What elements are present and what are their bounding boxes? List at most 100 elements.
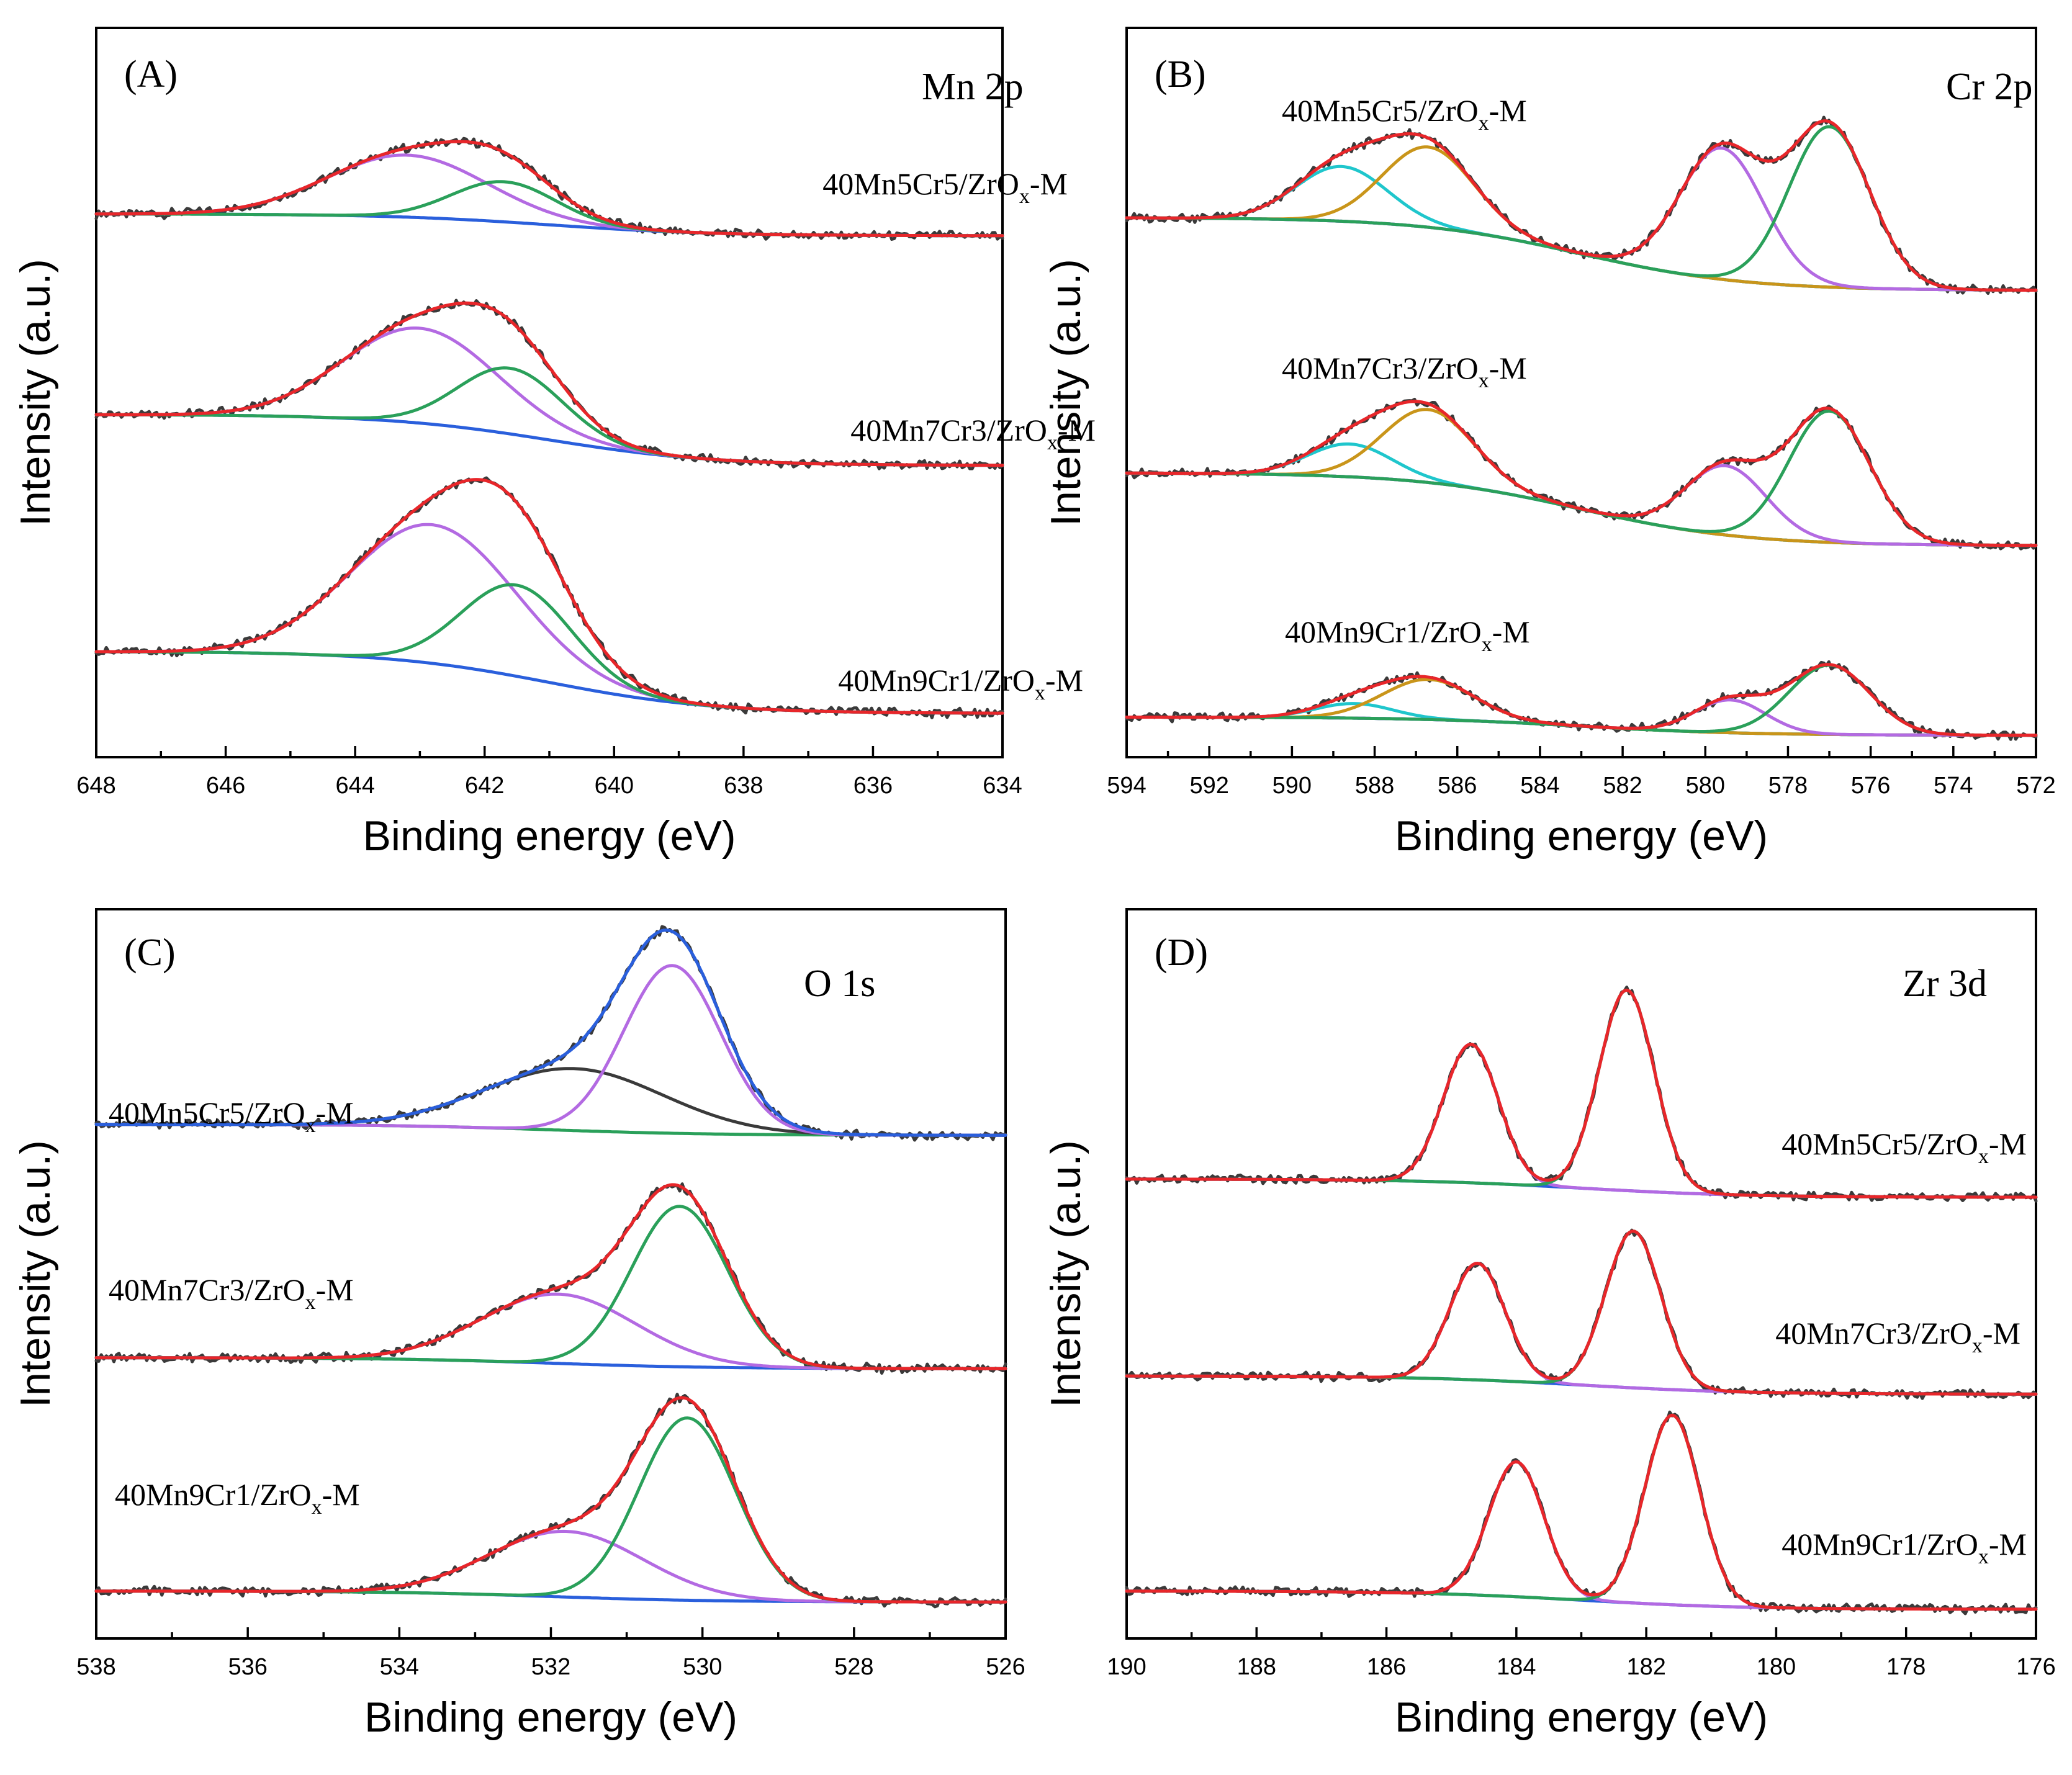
- panel-d-sample1-component-1-line: [1125, 1043, 2038, 1199]
- panel-d-xtick-label: 178: [1886, 1654, 1926, 1680]
- panel-c-xtick-label: 534: [380, 1654, 419, 1680]
- panel-c-xtick-label: 536: [228, 1654, 267, 1680]
- panel-b-sample2-component-2-line: [1125, 408, 2038, 547]
- panel-a-sample1-label-sub: x: [1019, 185, 1030, 208]
- panel-d-sample1-label: 40Mn5Cr5/ZrOx-M: [1781, 1126, 2027, 1168]
- panel-b-sample2-label-main: 40Mn7Cr3/ZrO: [1282, 351, 1479, 385]
- panel-c-xtick-label: 526: [986, 1654, 1025, 1680]
- panel-d-sample3-label-main: 40Mn9Cr1/ZrO: [1781, 1527, 1978, 1562]
- panel-d-sample-labels: 40Mn5Cr5/ZrOx-M40Mn7Cr3/ZrOx-M40Mn9Cr1/Z…: [1775, 1126, 2027, 1568]
- panel-d-xtick-label: 184: [1497, 1654, 1536, 1680]
- panel-b-sample2-component-4-line: [1125, 409, 2038, 547]
- panel-a-xtick-label: 646: [206, 773, 245, 799]
- panel-a-sample2-label-main: 40Mn7Cr3/ZrO: [850, 413, 1047, 447]
- panel-a-title: Mn 2p: [922, 66, 1024, 108]
- panel-a-xtick-label: 644: [335, 773, 374, 799]
- panel-b-sample1-label-main: 40Mn5Cr5/ZrO: [1282, 93, 1479, 128]
- panel-b-sample2-component-1-line: [1125, 442, 2038, 547]
- panel-d-sample2-label-main: 40Mn7Cr3/ZrO: [1775, 1316, 1972, 1350]
- panel-a-xtick-label: 642: [465, 773, 504, 799]
- panel-b-xtick-label: 584: [1520, 773, 1559, 799]
- panel-a-mn2p: 648 646 644 642 640 638 636 634 (A) Mn 2p Bindi…: [12, 27, 1096, 860]
- panel-a-sample1-label-main: 40Mn5Cr5/ZrO: [822, 166, 1019, 201]
- panel-b-ylabel: Intensity (a.u.): [1042, 259, 1089, 526]
- panel-d-sample1-envelope-line: [1125, 988, 2038, 1199]
- panel-b-xtick-label: 574: [1934, 773, 1973, 799]
- panel-b-sample2-label-tail: -M: [1489, 351, 1527, 385]
- panel-b-xtick-label: 582: [1603, 773, 1642, 799]
- panel-c-xtick-label: 538: [76, 1654, 115, 1680]
- panel-a-sample3-label-main: 40Mn9Cr1/ZrO: [838, 663, 1035, 698]
- panel-d-label: (D): [1155, 932, 1208, 974]
- panel-d-xtick-label: 176: [2016, 1654, 2055, 1680]
- panel-b-sample3-label: 40Mn9Cr1/ZrOx-M: [1285, 614, 1530, 656]
- panel-b-xtick-label: 578: [1768, 773, 1808, 799]
- panel-a-sample2-label: 40Mn7Cr3/ZrOx-M: [850, 413, 1096, 454]
- panel-a-sample3-label-tail: -M: [1045, 663, 1083, 698]
- panel-d-sample2-component-2-line: [1125, 1229, 2038, 1396]
- panel-c-sample1-label-main: 40Mn5Cr5/ZrO: [109, 1095, 305, 1130]
- panel-c-sample1-raw-data-line: [94, 925, 1007, 1142]
- panel-c-sample3-label: 40Mn9Cr1/ZrOx-M: [115, 1477, 360, 1519]
- panel-b-sample2-label-sub: x: [1479, 369, 1489, 392]
- panel-c-xtick-label: 530: [683, 1654, 722, 1680]
- panel-b-sample1-label: 40Mn5Cr5/ZrOx-M: [1282, 93, 1527, 135]
- panel-d-sample3-label: 40Mn9Cr1/ZrOx-M: [1781, 1527, 2027, 1568]
- panel-a-xtick-label: 634: [983, 773, 1022, 799]
- panel-b-xlabel: Binding energy (eV): [1395, 812, 1768, 860]
- panel-a-sample2-label-sub: x: [1047, 431, 1058, 454]
- panel-a-sample1-label: 40Mn5Cr5/ZrOx-M: [822, 166, 1068, 208]
- panel-b-sample1-label-tail: -M: [1489, 93, 1527, 128]
- panel-d-ticks: 190 188 186 184 182 180 178 176: [1107, 1627, 2056, 1680]
- panel-d-sample3-raw-data-line: [1125, 1410, 2038, 1615]
- panel-a-sample3-label-sub: x: [1035, 681, 1045, 704]
- panel-c-title: O 1s: [804, 963, 875, 1005]
- panel-d-curves: [1125, 986, 2038, 1615]
- panel-a-sample1-label-tail: -M: [1030, 166, 1068, 201]
- panel-c-sample2-label-tail: -M: [316, 1272, 354, 1307]
- panel-a-ylabel: Intensity (a.u.): [12, 259, 59, 526]
- panel-a-xtick-label: 648: [76, 773, 115, 799]
- panel-d-sample1-component-2-line: [1125, 988, 2038, 1199]
- panel-c-label: (C): [124, 932, 176, 974]
- panel-b-xtick-label: 572: [2016, 773, 2055, 799]
- panel-d-sample3-label-sub: x: [1978, 1545, 1989, 1568]
- panel-b-xtick-label: 590: [1272, 773, 1312, 799]
- panel-c-sample-labels: 40Mn5Cr5/ZrOx-M40Mn7Cr3/ZrOx-M40Mn9Cr1/Z…: [109, 1095, 360, 1519]
- panel-c-sample3-envelope-line: [94, 1396, 1007, 1604]
- panel-d-ylabel: Intensity (a.u.): [1042, 1140, 1089, 1408]
- panel-d-sample3-component-2-line: [1125, 1413, 2038, 1611]
- panel-c-xtick-label: 532: [531, 1654, 570, 1680]
- panel-c-sample2-envelope-line: [94, 1183, 1007, 1370]
- panel-a-xtick-label: 640: [595, 773, 634, 799]
- panel-d-sample2-envelope-line: [1125, 1229, 2038, 1396]
- panel-b-sample3-label-tail: -M: [1492, 614, 1530, 649]
- panel-c-sample1-label-tail: -M: [316, 1095, 354, 1130]
- panel-d-xtick-label: 186: [1367, 1654, 1406, 1680]
- panel-d-sample3-envelope-line: [1125, 1413, 2038, 1611]
- panel-b-sample3-envelope-line: [1125, 663, 2038, 737]
- panel-b-xtick-label: 592: [1189, 773, 1228, 799]
- panel-c-sample2-label-main: 40Mn7Cr3/ZrO: [109, 1272, 305, 1307]
- panel-c-sample3-label-tail: -M: [322, 1477, 360, 1512]
- panel-d-xtick-label: 180: [1757, 1654, 1796, 1680]
- panel-c-sample2-label: 40Mn7Cr3/ZrOx-M: [109, 1272, 354, 1314]
- panel-b-sample3-label-sub: x: [1482, 633, 1492, 656]
- panel-a-xlabel: Binding energy (eV): [363, 812, 736, 860]
- panel-b-xtick-label: 586: [1438, 773, 1477, 799]
- panel-a-sample1-envelope-line: [94, 140, 1004, 238]
- panel-c-sample3-label-sub: x: [312, 1496, 322, 1519]
- panel-c-xtick-label: 528: [834, 1654, 873, 1680]
- panel-d-sample1-label-sub: x: [1978, 1145, 1989, 1168]
- panel-c-sample2-label-sub: x: [305, 1291, 316, 1314]
- panel-d-xtick-label: 190: [1107, 1654, 1146, 1680]
- panel-d-sample2-label-sub: x: [1972, 1334, 1983, 1357]
- panel-a-curves: [94, 137, 1004, 719]
- panel-b-sample-labels: 40Mn5Cr5/ZrOx-M40Mn7Cr3/ZrOx-M40Mn9Cr1/Z…: [1282, 93, 1530, 656]
- panel-b-cr2p: 594 592 590 588 586 584 582 580 578 576 574 572 (B)…: [1042, 27, 2056, 860]
- panel-c-xlabel: Binding energy (eV): [364, 1694, 737, 1741]
- panel-a-sample2-envelope-line: [94, 301, 1004, 467]
- panel-c-ticks: 538 536 534 532 530 528 526: [76, 1627, 1025, 1680]
- panel-a-label: (A): [124, 53, 178, 96]
